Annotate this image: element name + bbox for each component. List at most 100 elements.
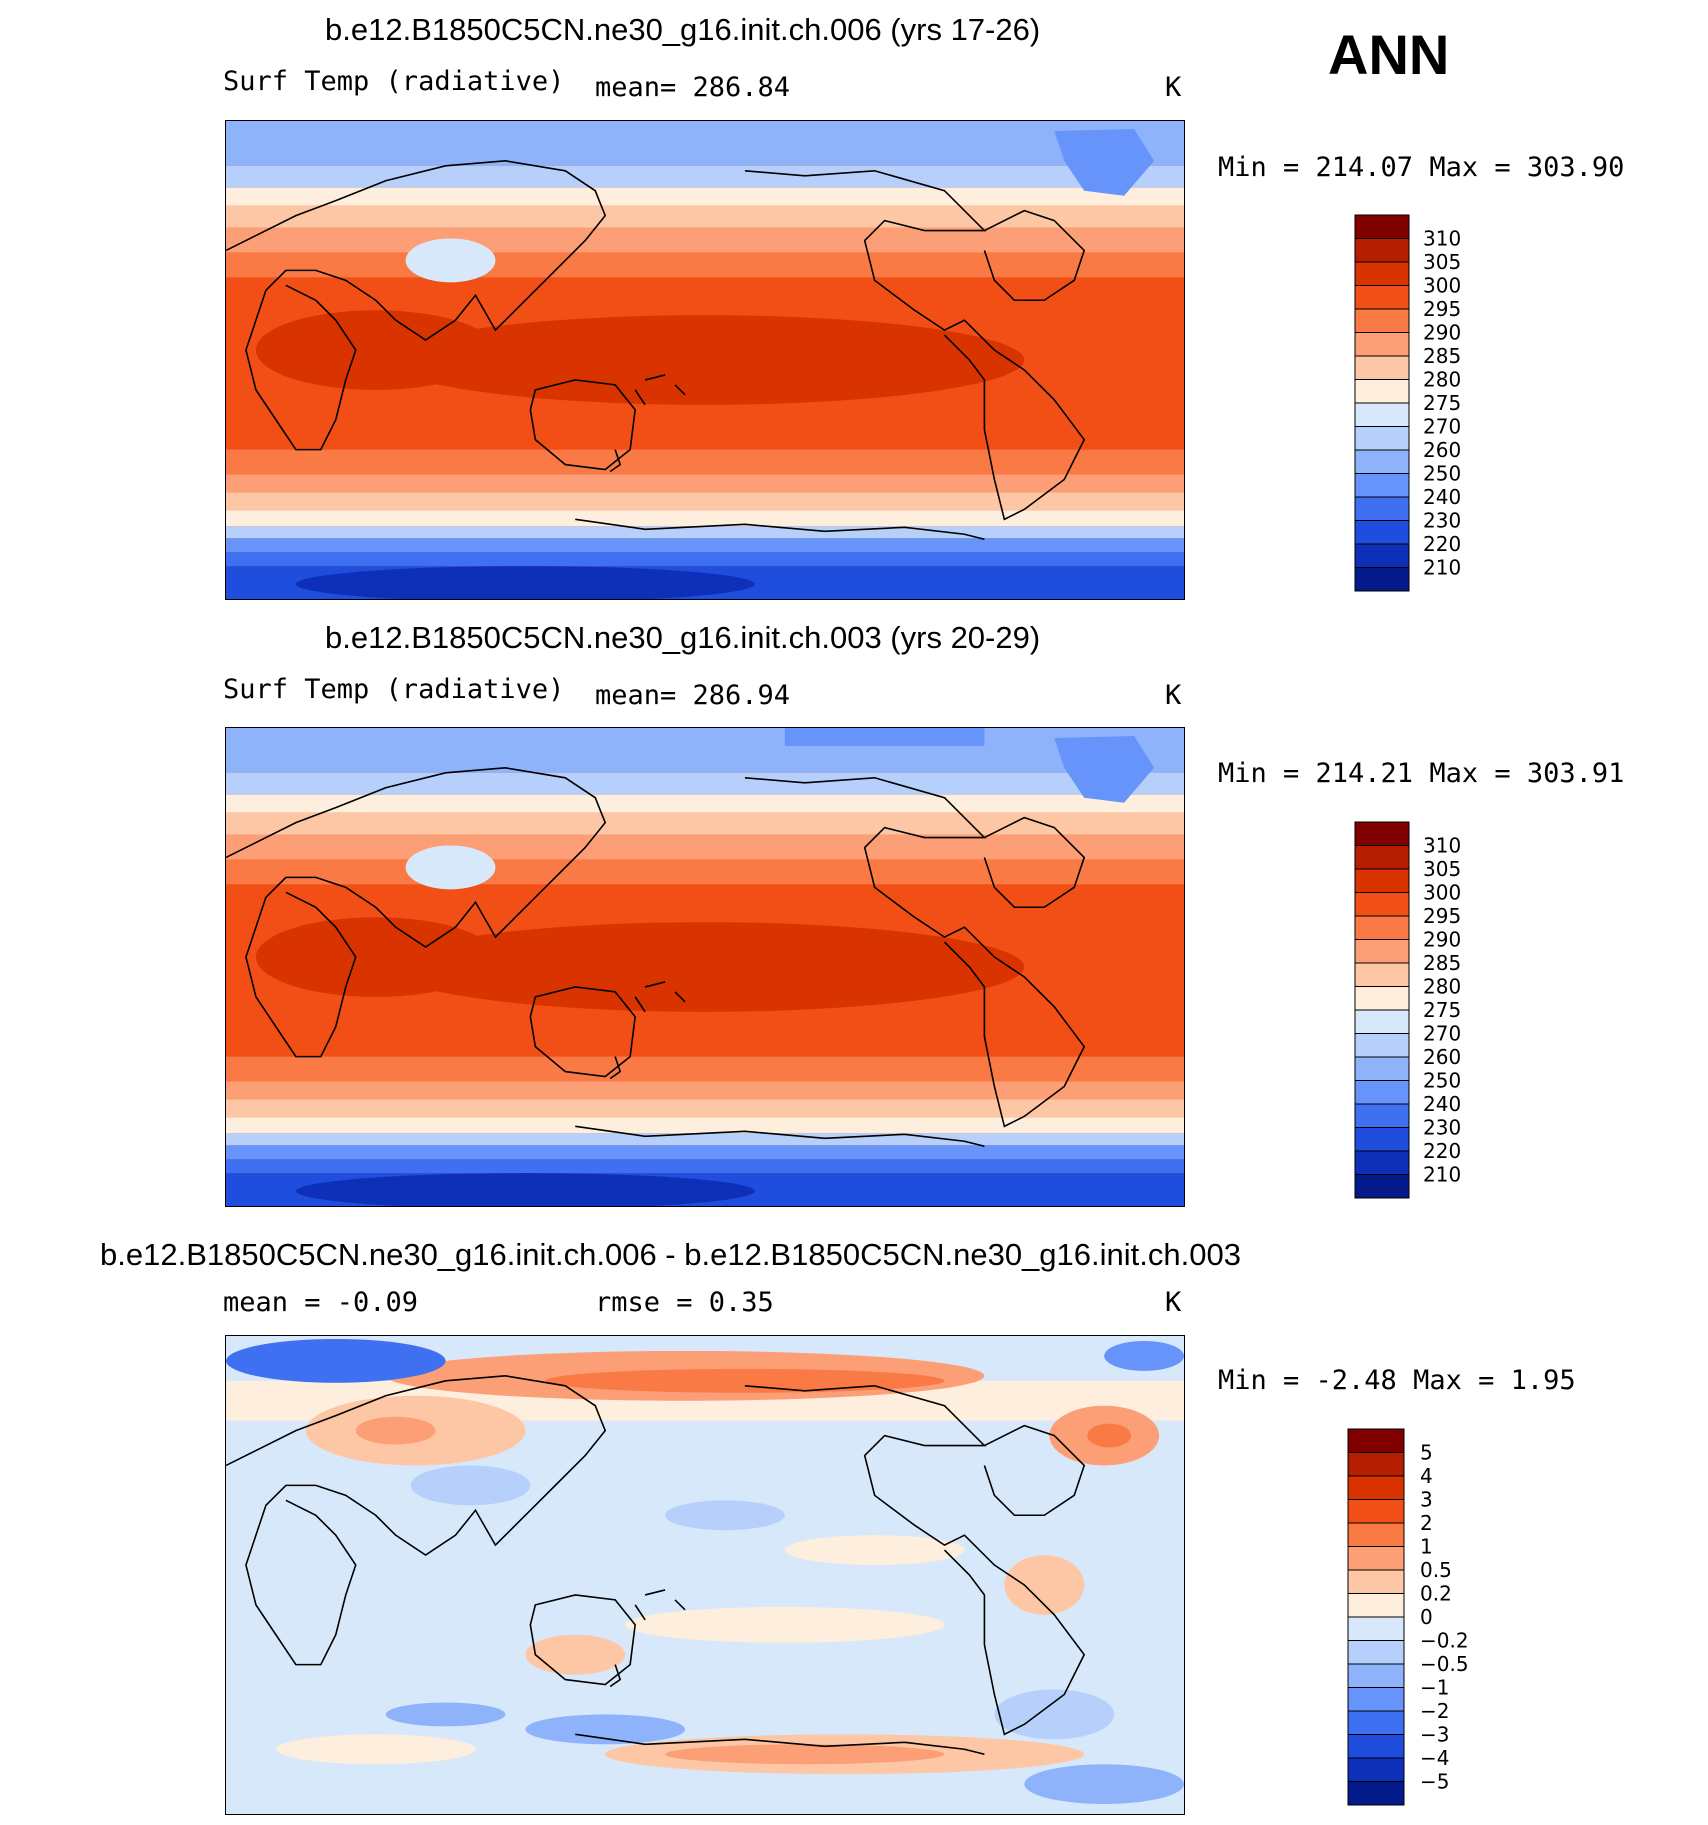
panel-1-colorbar-level-label: 220 [1423, 532, 1461, 556]
panel-2-colorbar: 310 305 300 295 290 285 280 275 270 260 250 240 230 2… [1354, 820, 1495, 1200]
panel-2-colorbar-swatch [1354, 986, 1410, 1011]
panel-2-colorbar-level-label: 275 [1423, 998, 1461, 1022]
panel-1-minmax: Min = 214.07 Max = 303.90 [1218, 152, 1625, 183]
panel-3-colorbar-level-label: −3 [1420, 1723, 1449, 1747]
panel-2-colorbar-swatch [1354, 845, 1410, 870]
panel-1-colorbar-level-label: 290 [1423, 321, 1461, 345]
panel-2-colorbar-level-label: 295 [1423, 904, 1461, 928]
panel-2-colorbar-level-label: 220 [1423, 1139, 1461, 1163]
panel-3-colorbar-level-label: −0.5 [1420, 1652, 1469, 1676]
panel-3-colorbar-level-label: 2 [1420, 1511, 1433, 1535]
panel-3-colorbar-swatch [1347, 1687, 1405, 1712]
panel-3-colorbar-swatch [1347, 1781, 1405, 1806]
panel-3-colorbar-swatch [1347, 1616, 1405, 1641]
panel-3-minmax: Min = -2.48 Max = 1.95 [1218, 1365, 1576, 1396]
panel-2-colorbar-swatch [1354, 821, 1410, 846]
panel-1-colorbar-svg: 3103053002952902852802752702602502402302… [1354, 214, 1461, 592]
panel-2-units: K [1165, 680, 1182, 711]
panel-2-colorbar-level-label: 300 [1423, 881, 1461, 905]
panel-2-minmax: Min = 214.21 Max = 303.91 [1218, 758, 1625, 789]
panel-2-title: b.e12.B1850C5CN.ne30_g16.init.ch.003 (yr… [325, 620, 1041, 655]
panel-1-colorbar-swatch [1354, 473, 1410, 498]
panel-2-colorbar-level-label: 240 [1423, 1092, 1461, 1116]
panel-2-colorbar-swatch [1354, 1009, 1410, 1034]
panel-3-colorbar-level-label: 0.2 [1420, 1582, 1452, 1606]
panel-2-colorbar-swatch [1354, 1127, 1410, 1152]
panel-1-colorbar-level-label: 310 [1423, 227, 1461, 251]
panel-1-colorbar-swatch [1354, 308, 1410, 333]
panel-3-colorbar-swatch [1347, 1499, 1405, 1524]
panel-1-units: K [1165, 72, 1182, 103]
panel-3-units: K [1165, 1287, 1182, 1318]
panel-3-title: b.e12.B1850C5CN.ne30_g16.init.ch.006 - b… [100, 1237, 1241, 1272]
panel-2-colorbar-level-label: 260 [1423, 1045, 1461, 1069]
panel-3-left-label: mean = -0.09 [223, 1287, 419, 1318]
panel-3-colorbar-swatch [1347, 1593, 1405, 1618]
panel-1-colorbar-level-label: 270 [1423, 415, 1461, 439]
panel-2-colorbar-level-label: 305 [1423, 857, 1461, 881]
panel-3-colorbar-swatch [1347, 1640, 1405, 1665]
panel-1-colorbar-swatch [1354, 285, 1410, 310]
panel-1-colorbar-swatch [1354, 332, 1410, 357]
panel-3-colorbar-level-label: 1 [1420, 1535, 1433, 1559]
panel-1-colorbar-level-label: 250 [1423, 462, 1461, 486]
panel-2-colorbar-swatch [1354, 1080, 1410, 1105]
panel-1-colorbar-swatch [1354, 261, 1410, 286]
panel-1-colorbar-level-label: 275 [1423, 391, 1461, 415]
panel-3-colorbar-swatch [1347, 1734, 1405, 1759]
panel-2-colorbar-swatch [1354, 962, 1410, 987]
panel-3-colorbar-swatch [1347, 1663, 1405, 1688]
panel-3-colorbar-swatch [1347, 1475, 1405, 1500]
panel-1-colorbar-level-label: 280 [1423, 368, 1461, 392]
panel-1-colorbar-level-label: 305 [1423, 250, 1461, 274]
panel-1-stat-label: mean= 286.84 [595, 72, 791, 103]
panel-2-map [225, 727, 1185, 1207]
panel-3-colorbar-level-label: 3 [1420, 1488, 1433, 1512]
panel-3-colorbar-level-label: −4 [1420, 1746, 1449, 1770]
panel-2-colorbar-level-label: 270 [1423, 1022, 1461, 1046]
panel-3-colorbar-level-label: −0.2 [1420, 1629, 1469, 1653]
panel-3-colorbar-swatch [1347, 1569, 1405, 1594]
panel-1-colorbar-swatch [1354, 355, 1410, 380]
panel-2-colorbar-swatch [1354, 892, 1410, 917]
panel-2-colorbar-level-label: 250 [1423, 1069, 1461, 1093]
panel-1-colorbar-swatch [1354, 214, 1410, 239]
panel-2-colorbar-svg: 3103053002952902852802752702602502402302… [1354, 821, 1461, 1199]
panel-1-colorbar-level-label: 285 [1423, 344, 1461, 368]
panel-3-stat-label: rmse = 0.35 [595, 1287, 774, 1318]
panel-2-colorbar-swatch [1354, 915, 1410, 940]
panel-2-colorbar-swatch [1354, 1174, 1410, 1199]
panel-2-left-label: Surf Temp (radiative) [223, 674, 565, 705]
panel-3-colorbar: 5 4 3 2 1 0.5 0.2 0 −0.2 −0.5 −1 −2 −3 −4 −5 [1347, 1427, 1498, 1807]
panel-3-colorbar-level-label: −5 [1420, 1770, 1449, 1794]
panel-1-colorbar-level-label: 210 [1423, 556, 1461, 580]
panel-1-colorbar-swatch [1354, 238, 1410, 263]
panel-1-map [225, 120, 1185, 600]
panel-2-colorbar-level-label: 280 [1423, 975, 1461, 999]
panel-1-colorbar-swatch [1354, 520, 1410, 545]
panel-3-colorbar-swatch [1347, 1757, 1405, 1782]
panel-1-colorbar-swatch [1354, 449, 1410, 474]
panel-2-colorbar-swatch [1354, 939, 1410, 964]
panel-1-colorbar-level-label: 295 [1423, 297, 1461, 321]
panel-3-colorbar-level-label: −2 [1420, 1699, 1449, 1723]
panel-1-colorbar-level-label: 300 [1423, 274, 1461, 298]
panel-2-stat-label: mean= 286.94 [595, 680, 791, 711]
panel-1-colorbar: 310 305 300 295 290 285 280 275 270 260 250 240 230 2… [1354, 213, 1495, 593]
panel-3-colorbar-level-label: 5 [1420, 1441, 1433, 1465]
panel-3-colorbar-level-label: −1 [1420, 1676, 1449, 1700]
panel-3-colorbar-swatch [1347, 1710, 1405, 1735]
panel-1-colorbar-level-label: 230 [1423, 509, 1461, 533]
panel-3-colorbar-level-label: 4 [1420, 1464, 1433, 1488]
panel-1-colorbar-swatch [1354, 426, 1410, 451]
panel-2-colorbar-level-label: 310 [1423, 834, 1461, 858]
panel-1-colorbar-level-label: 260 [1423, 438, 1461, 462]
panel-2-colorbar-swatch [1354, 1056, 1410, 1081]
panel-3-colorbar-swatch [1347, 1428, 1405, 1453]
panel-1-left-label: Surf Temp (radiative) [223, 66, 565, 97]
panel-2-colorbar-level-label: 290 [1423, 928, 1461, 952]
panel-1-colorbar-level-label: 240 [1423, 485, 1461, 509]
panel-2-colorbar-swatch [1354, 868, 1410, 893]
panel-3-colorbar-level-label: 0.5 [1420, 1558, 1452, 1582]
